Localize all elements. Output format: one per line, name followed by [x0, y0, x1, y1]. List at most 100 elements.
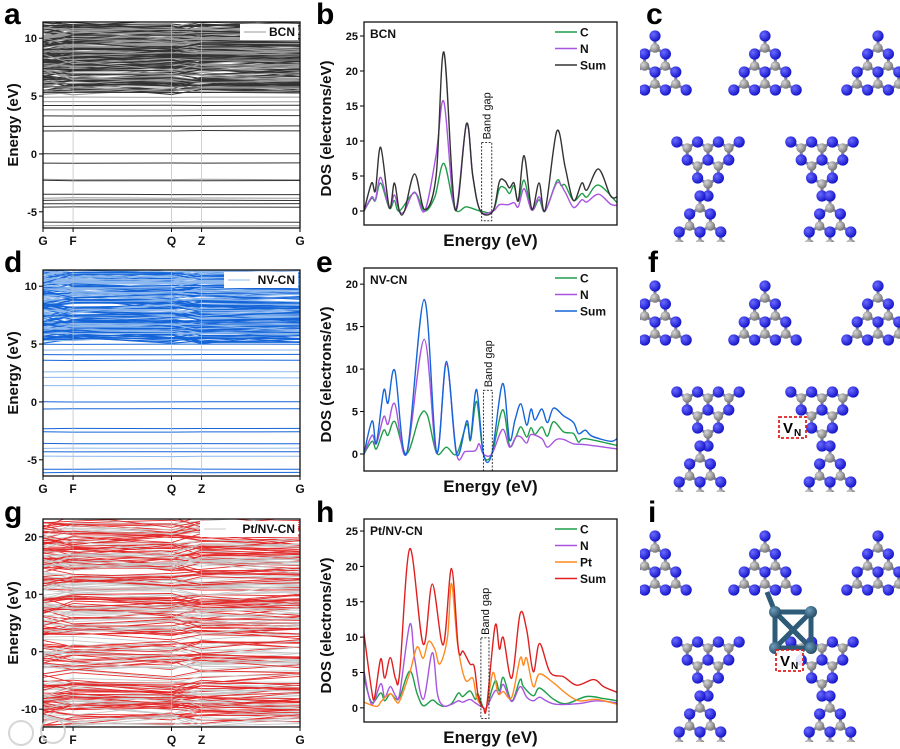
legend-label-n: N	[580, 42, 589, 56]
nitrogen-atom	[659, 48, 671, 60]
panel-label-e: e	[316, 246, 333, 279]
carbon-atom	[650, 43, 660, 53]
bond	[624, 584, 634, 590]
carbon-atom	[780, 79, 791, 89]
nitrogen-atom	[640, 334, 651, 346]
nitrogen-atom	[712, 636, 724, 648]
legend-box	[224, 272, 298, 288]
nitrogen-atom	[618, 84, 629, 95]
vacancy-subscript: N	[791, 661, 798, 672]
nitrogen-atom	[759, 566, 771, 578]
bond	[669, 494, 679, 500]
x-tick-label: Q	[167, 733, 176, 747]
nitrogen-atom	[793, 494, 804, 505]
carbon-atom	[835, 471, 846, 481]
structure-lattice	[624, 530, 900, 742]
carbon-atom	[827, 161, 838, 171]
bond	[721, 494, 731, 500]
dos-series-n	[364, 622, 617, 710]
nitrogen-atom	[845, 226, 857, 238]
bond	[851, 494, 861, 500]
legend-label-c: C	[580, 272, 589, 286]
carbon-atom	[873, 293, 883, 303]
carbon-atom	[862, 61, 873, 71]
carbon-atom	[650, 293, 660, 303]
reset-view-icon[interactable]	[40, 718, 66, 744]
panel-label-b: b	[316, 0, 334, 31]
nitrogen-atom	[640, 84, 651, 96]
chart-d: G F Q Z G NV-CN Energy (eV) -5 0 5 10	[5, 269, 305, 496]
nitrogen-atom	[816, 654, 828, 666]
carbon-atom	[760, 79, 770, 89]
y-tick-label: -5	[27, 455, 37, 467]
x-tick-label: G	[295, 733, 304, 747]
nitrogen-atom	[738, 66, 750, 78]
nitrogen-atom	[872, 566, 884, 578]
bond	[799, 244, 809, 250]
plot-frame	[42, 269, 301, 477]
nitrogen-atom	[826, 172, 838, 184]
nitrogen-atom	[673, 226, 685, 238]
carbon-atom	[674, 489, 684, 492]
x-tick-label: Q	[167, 234, 176, 248]
panel-label-h: h	[316, 496, 334, 529]
legend-label-sum: Sum	[580, 572, 606, 586]
carbon-atom	[883, 561, 894, 571]
bond	[840, 494, 850, 500]
carbon-atom	[825, 489, 835, 492]
bond	[679, 244, 689, 250]
carbon-atom	[684, 221, 695, 231]
nitrogen-atom	[814, 708, 826, 720]
zoom-magnifier-icon[interactable]	[8, 720, 34, 746]
nitrogen-atom	[893, 66, 900, 78]
carbon-atom	[692, 161, 703, 171]
nitrogen-atom	[702, 654, 714, 666]
nitrogen-atom	[785, 136, 797, 148]
nitrogen-atom	[629, 566, 640, 577]
y-tick-label: 20	[346, 66, 358, 78]
nitrogen-atom	[814, 244, 825, 255]
band-gap-box	[482, 389, 493, 472]
bond	[700, 494, 710, 500]
legend-label-n: N	[580, 288, 589, 302]
carbon-atom	[739, 79, 750, 89]
legend-box	[200, 521, 298, 537]
nitrogen-atom	[790, 334, 802, 346]
carbon-atom	[817, 393, 827, 403]
carbon-atom	[817, 429, 827, 439]
nitrogen-atom	[816, 190, 828, 202]
bond	[690, 494, 700, 500]
carbon-atom	[846, 239, 856, 242]
carbon-atom	[825, 203, 835, 213]
band-line	[43, 22, 228, 27]
nitrogen-atom	[826, 136, 838, 148]
nitrogen-atom	[845, 476, 857, 488]
y-tick-label: 5	[352, 667, 358, 679]
legend-label-sum: Sum	[580, 305, 606, 319]
carbon-atom	[716, 739, 726, 742]
y-axis-label: Energy (eV)	[5, 83, 22, 166]
nitrogen-atom	[769, 298, 781, 310]
carbon-atom	[873, 543, 883, 553]
nitrogen-atom	[749, 298, 761, 310]
nitrogen-atom	[806, 172, 818, 184]
nitrogen-atom	[704, 208, 716, 220]
nitrogen-atom	[834, 458, 846, 470]
carbon-atom	[749, 61, 760, 71]
nitrogen-atom	[684, 458, 696, 470]
y-tick-label: 10	[25, 281, 37, 293]
carbon-atom	[835, 721, 846, 731]
nitrogen-atom	[680, 584, 692, 596]
legend-box	[240, 24, 298, 40]
nitrogen-atom	[856, 494, 867, 505]
nitrogen-atom	[733, 386, 745, 398]
dos-series-c	[364, 400, 617, 461]
platinum-atom	[805, 642, 817, 654]
carbon-atom	[703, 393, 713, 403]
structure-lattice	[618, 30, 900, 255]
carbon-atom	[640, 311, 650, 321]
nitrogen-atom	[749, 548, 761, 560]
carbon-atom	[703, 429, 713, 439]
carbon-atom	[862, 311, 873, 321]
band-gap-box	[480, 637, 490, 719]
